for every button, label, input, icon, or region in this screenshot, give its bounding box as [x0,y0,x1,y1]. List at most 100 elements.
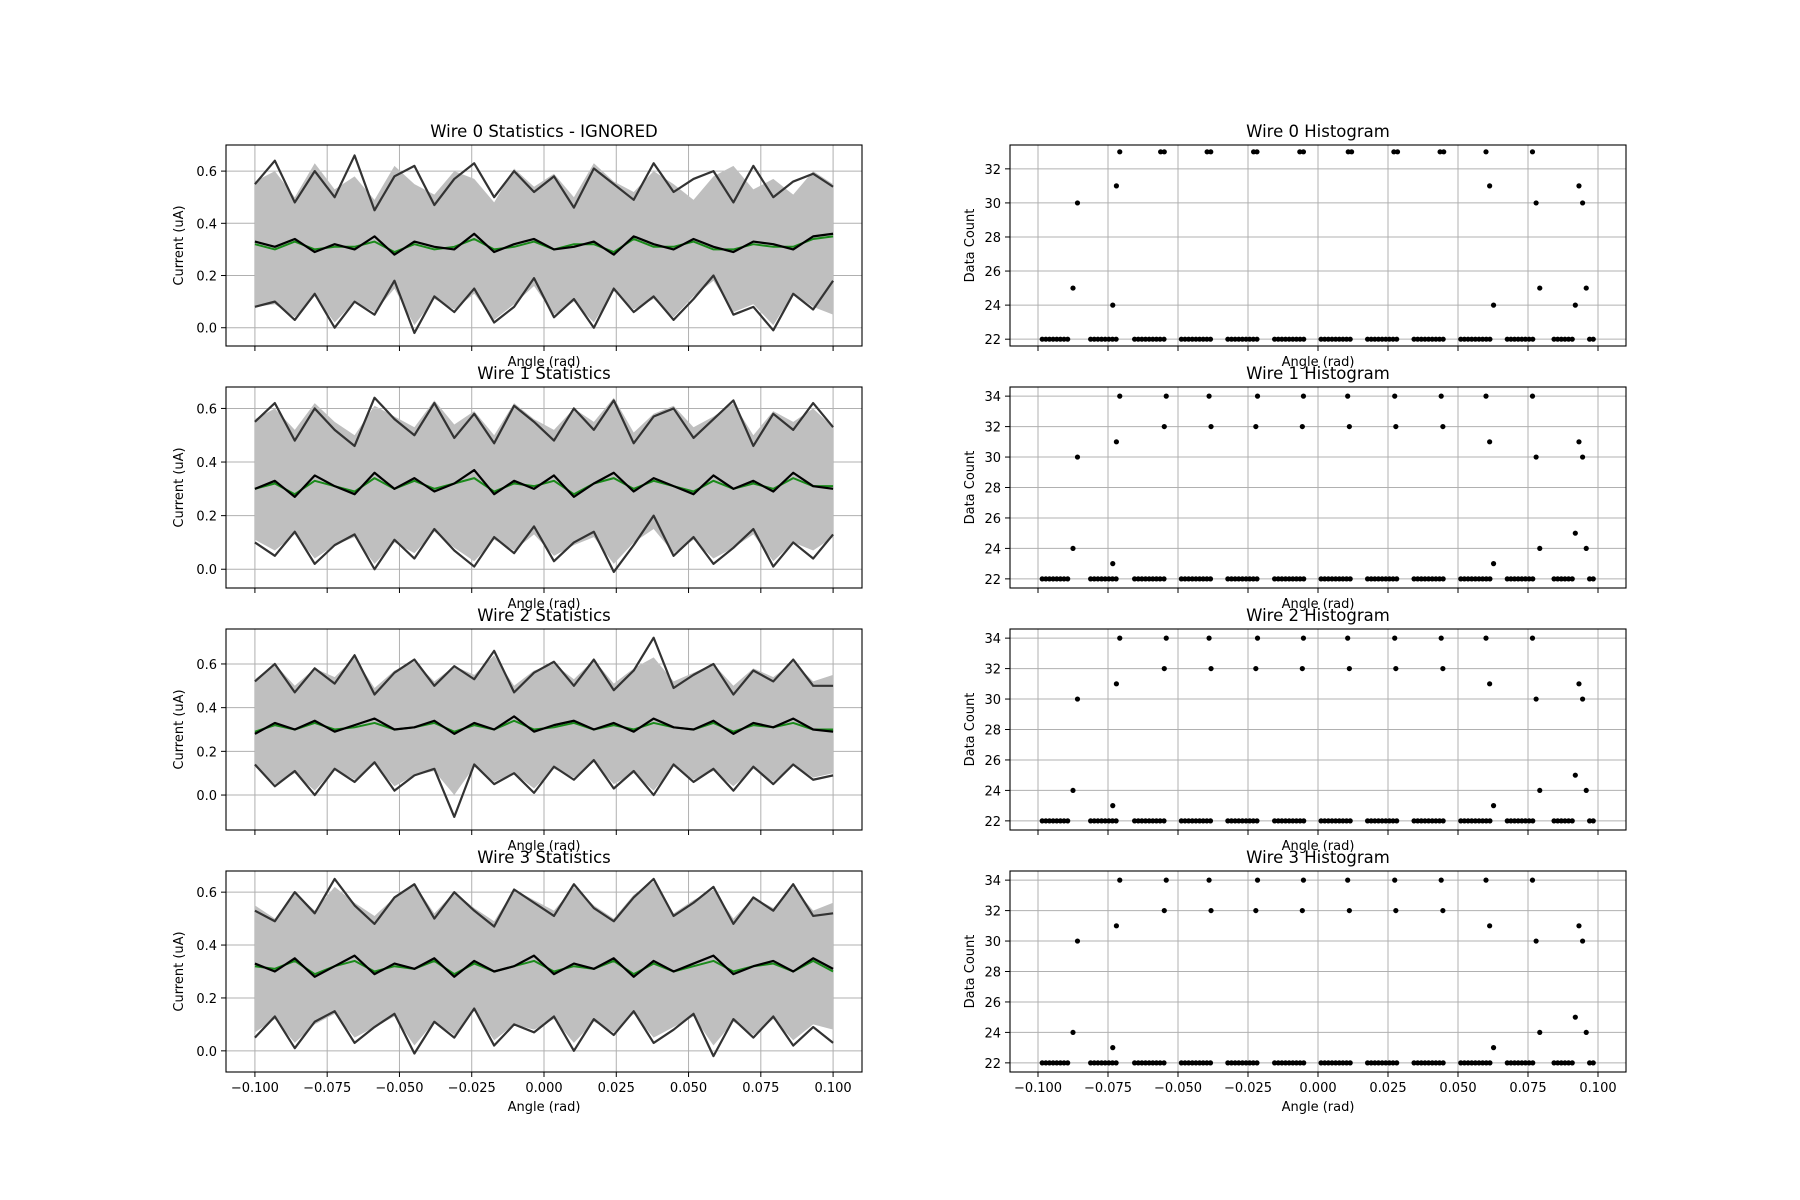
data-point [1065,576,1071,582]
data-point [1393,665,1399,672]
data-point [1340,1060,1346,1066]
data-point [1142,1060,1149,1066]
data-point [1254,393,1261,399]
data-point [1533,938,1539,944]
data-point [1117,635,1123,641]
data-point [1461,818,1468,824]
data-point [1487,183,1493,189]
data-point [1530,336,1536,342]
data-point [1232,818,1238,824]
data-point [1088,818,1094,824]
data-point [1569,336,1575,342]
subplot-title: Wire 2 Statistics [477,606,611,625]
data-point [1243,576,1249,582]
data-point [1207,576,1214,582]
data-point [1422,818,1428,824]
subplot-title: Wire 3 Statistics [477,848,611,867]
data-point [1336,576,1342,582]
data-point [1569,1060,1575,1066]
data-point [1422,336,1428,342]
data-point [1472,336,1478,342]
data-point [1465,336,1471,342]
x-axis-label: Angle (rad) [508,597,581,612]
data-point [1346,665,1352,672]
upper-line [254,877,834,928]
data-point [1158,149,1164,155]
data-point [1343,576,1350,582]
data-point [1139,818,1145,824]
data-point [1178,818,1184,824]
data-point [1386,818,1392,824]
data-point [1483,336,1489,342]
y-tick-label: 30 [984,935,1001,950]
data-point [1050,336,1056,342]
data-point [1537,285,1543,291]
data-point [1364,818,1371,824]
data-point [1322,576,1328,582]
data-point [1225,1060,1231,1066]
plot-area [1039,877,1596,1066]
plot-area [254,396,834,574]
data-point [1415,576,1421,582]
lower-line [254,758,834,818]
data-point [1161,665,1167,672]
data-point [1583,545,1589,552]
data-point [1153,818,1160,824]
std-band [254,397,834,564]
x-tick-label: −0.050 [1154,1081,1202,1096]
data-point [1182,1060,1188,1066]
data-point [1436,818,1443,824]
data-point [1196,336,1203,342]
x-axis-label: Angle (rad) [1282,597,1355,612]
data-point [1193,576,1199,582]
data-point [1146,1060,1152,1066]
data-point [1530,818,1536,824]
data-point [1329,818,1335,824]
data-point [1590,1060,1596,1066]
data-point [1161,1060,1167,1066]
y-tick-label: 0.2 [196,270,217,285]
data-point [1113,1060,1119,1066]
data-point [1098,336,1105,342]
data-point [1046,336,1053,342]
data-point [1161,149,1167,155]
data-point [1200,576,1206,582]
data-point [1272,818,1278,824]
data-point [1372,576,1378,582]
data-point [1576,439,1582,445]
data-point [1236,1060,1242,1066]
data-point [1057,576,1063,582]
data-point [1186,1060,1192,1066]
upper-line [254,396,834,448]
x-tick-label: −0.100 [231,1081,279,1096]
data-point [1102,818,1108,824]
data-point [1157,336,1163,342]
data-point [1438,393,1444,399]
data-point [1299,423,1305,430]
data-point [1333,1060,1339,1066]
y-tick-label: 32 [984,663,1001,678]
y-tick-label: 28 [984,231,1001,246]
data-point [1113,818,1119,824]
data-point [1461,576,1468,582]
data-point [1490,803,1497,809]
data-point [1232,576,1238,582]
data-point [1440,576,1446,582]
data-point [1254,576,1260,582]
data-point [1243,336,1249,342]
data-point [1065,1060,1071,1066]
y-axis-label: Current (uA) [172,931,187,1011]
data-point [1290,336,1296,342]
y-tick-label: 0.4 [196,217,217,232]
data-point [1253,665,1259,672]
data-point [1300,149,1307,155]
data-point [1522,576,1529,582]
data-point [1322,818,1328,824]
plot-area [1039,635,1596,824]
y-tick-label: 22 [984,573,1001,588]
data-point [1239,576,1245,582]
data-point [1247,336,1253,342]
data-point [1386,336,1392,342]
data-point [1161,423,1167,430]
data-point [1322,1060,1328,1066]
